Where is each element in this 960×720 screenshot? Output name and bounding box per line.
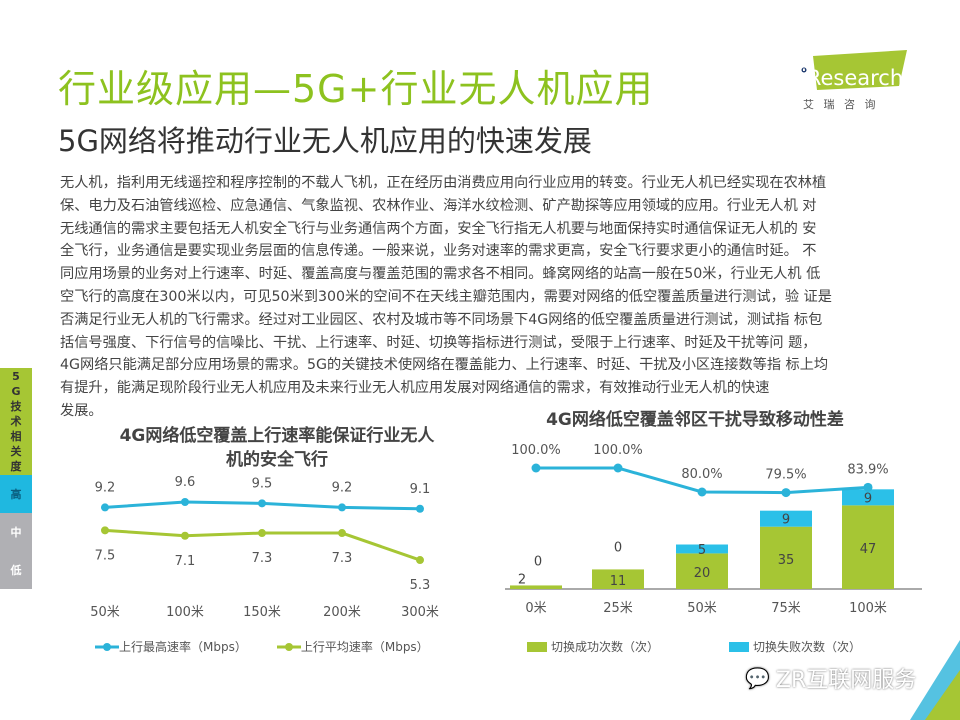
bar-success	[842, 505, 894, 589]
legend-marker-avg	[276, 642, 301, 651]
rate-label: 100.0%	[511, 443, 561, 458]
sidebar-relevance-label: 5G技术相关度	[0, 368, 32, 475]
rate-point	[697, 487, 707, 497]
rate-point	[531, 463, 541, 473]
x-tick-label: 50米	[687, 601, 717, 616]
data-label: 9.5	[252, 476, 273, 491]
bar-label-success: 47	[860, 542, 877, 557]
bar-fail	[842, 489, 894, 506]
chart2-title: 4G网络低空覆盖邻区干扰导致移动性差	[546, 410, 844, 430]
rate-point	[781, 488, 791, 498]
body-line: 同应用场景的业务对上行速率、时延、覆盖高度与覆盖范围的需求各不相同。蜂窝网络的站…	[60, 266, 821, 283]
body-line: 全飞行，业务通信是要实现业务层面的信息传递。一般来说，业务对速率的需求更高，安全…	[60, 243, 817, 260]
legend-swatch-success	[527, 641, 547, 652]
data-label: 9.2	[332, 480, 353, 495]
data-label: 9.6	[175, 475, 196, 490]
legend-label-avg: 上行平均速率（Mbps）	[300, 640, 429, 654]
bar-fail	[676, 544, 728, 554]
x-tick-label: 150米	[243, 605, 281, 620]
bar-success	[592, 569, 644, 589]
page-title: 行业级应用—5G+行业无人机应用	[58, 67, 654, 111]
data-point	[258, 529, 266, 538]
rate-label: 100.0%	[593, 443, 643, 458]
bar-label-success: 20	[694, 566, 711, 581]
data-label: 5.3	[410, 578, 431, 593]
rate-label: 80.0%	[681, 467, 722, 482]
legend-marker-max	[95, 642, 119, 651]
data-point	[101, 526, 109, 535]
data-point	[181, 498, 189, 506]
bar-label-fail: 0	[534, 554, 542, 569]
chart2-legend: 切换成功次数（次） 切换失败次数（次）	[527, 638, 861, 655]
data-point	[258, 499, 266, 508]
logo-cn: 艾 瑞 咨 询	[803, 97, 879, 110]
x-tick-label: 75米	[771, 601, 801, 616]
x-tick-label: 100米	[849, 601, 887, 616]
legend-swatch-fail	[729, 641, 750, 652]
line-chart: 9.2 9.6 9.5 9.2 9.1 7.5 7.1 7.3 7.3 5.3 50米 100米 150…	[90, 475, 439, 620]
body-line: 无人机，指利用无线遥控和程序控制的不载人飞机，正在经历由消费应用向行业应用的转变…	[60, 175, 827, 191]
bar-label-fail: 9	[864, 491, 872, 506]
data-point	[181, 531, 189, 540]
logo-icon: iResearch 艾 瑞 咨 询	[801, 50, 907, 111]
x-tick-label: 100米	[166, 605, 204, 620]
data-point	[338, 503, 346, 512]
chart1-title: 4G网络低空覆盖上行速率能保证行业无人机的安全飞行	[119, 426, 435, 470]
data-label: 7.3	[252, 551, 273, 566]
data-label: 9.1	[410, 482, 431, 497]
x-tick-label: 300米	[401, 605, 439, 620]
data-label: 7.3	[332, 551, 353, 566]
chart1-legend: 上行最高速率（Mbps） 上行平均速率（Mbps）	[95, 638, 429, 655]
data-label: 9.2	[95, 480, 116, 495]
rate-point	[613, 463, 623, 473]
iresearch-logo: iResearch 艾 瑞 咨 询	[795, 48, 915, 111]
data-point	[416, 556, 424, 565]
body-line: 有提升，能满足现阶段行业无人机应用及未来行业无人机应用发展对网络通信的需求，有效…	[60, 380, 770, 397]
legend-label-fail: 切换失败次数（次）	[753, 640, 862, 654]
data-label: 7.1	[175, 554, 196, 569]
bar-success	[676, 553, 728, 589]
data-label: 7.5	[95, 548, 116, 563]
body-line: 括信号强度、下行信号的信噪比、干扰、上行速率、时延、切换等指标进行测试，受限于上…	[60, 334, 817, 351]
bar-success	[760, 526, 812, 589]
bar-fail	[760, 510, 812, 527]
data-point	[338, 529, 346, 538]
data-point	[416, 504, 424, 513]
bar-label-fail: 0	[614, 540, 622, 555]
x-tick-label: 50米	[90, 605, 120, 620]
corner-decoration	[910, 640, 960, 720]
body-line: 保、电力及石油管线巡检、应急通信、气象监视、农林作业、海洋水纹检测、矿产勘探等应…	[60, 197, 817, 214]
logo-text: iResearch	[801, 66, 903, 90]
x-tick-label: 0米	[525, 601, 546, 616]
bar-label-success: 11	[610, 574, 627, 589]
body-line: 无线通信的需求主要包括无人机安全飞行与业务通信两个方面，安全飞行指无人机要与地面…	[60, 220, 817, 237]
body-line: 空飞行的高度在300米以内，可见50米到300米的空间不在天线主瓣范围内，需要对…	[60, 288, 832, 305]
legend-label-max: 上行最高速率（Mbps）	[119, 640, 247, 654]
body-line: 发展。	[60, 402, 103, 419]
bar-success	[510, 585, 562, 589]
page-subtitle: 5G网络将推动行业无人机应用的快速发展	[58, 124, 592, 158]
rate-label: 79.5%	[765, 468, 806, 483]
body-text: 无人机，指利用无线遥控和程序控制的不载人飞机，正在经历由消费应用向行业应用的转变…	[60, 172, 920, 423]
sidebar-level-mid: 中	[0, 513, 32, 551]
wechat-icon: 💬	[745, 666, 770, 690]
sidebar-level-high: 高	[0, 475, 32, 513]
x-tick-label: 200米	[323, 605, 361, 620]
sidebar-level-low: 低	[0, 551, 32, 589]
watermark: 💬 ZR互联网服务	[745, 666, 917, 693]
body-line: 4G网络只能满足部分应用场景的需求。5G的关键技术使网络在覆盖能力、上行速率、时…	[60, 357, 829, 374]
bar-label-fail: 5	[698, 543, 706, 558]
data-point	[101, 503, 109, 512]
body-line: 否满足行业无人机的飞行需求。经过对工业园区、农村及城市等不同场景下4G网络的低空…	[60, 311, 823, 328]
x-tick-label: 25米	[603, 601, 633, 616]
legend-label-success: 切换成功次数（次）	[551, 640, 660, 654]
bar-label-fail: 9	[782, 513, 790, 528]
rate-label: 83.9%	[847, 462, 888, 477]
bar-label-success: 2	[518, 572, 526, 587]
rate-point	[863, 482, 873, 492]
bar-label-success: 35	[778, 553, 795, 568]
